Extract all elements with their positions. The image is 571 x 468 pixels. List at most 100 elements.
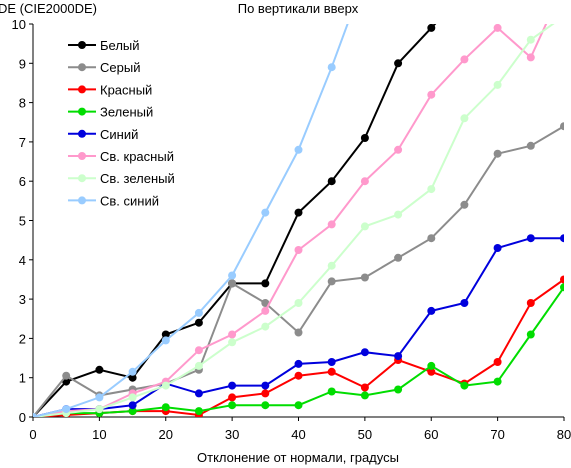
data-point: [560, 12, 568, 20]
data-point: [228, 271, 237, 280]
legend-item: Красный: [68, 82, 152, 97]
data-point: [261, 401, 270, 410]
data-point: [493, 149, 502, 158]
legend-label: Зеленый: [100, 105, 153, 120]
data-point: [228, 401, 237, 410]
data-point: [261, 208, 270, 217]
legend-item: Св. зеленый: [68, 171, 175, 186]
data-point: [427, 306, 436, 315]
y-tick-label: 2: [19, 331, 26, 346]
data-point: [128, 367, 137, 376]
data-point: [394, 352, 403, 361]
legend-label: Св. синий: [100, 193, 159, 208]
x-axis-label: Отклонение от нормали, градусы: [197, 450, 399, 465]
data-point: [327, 63, 336, 72]
data-point: [128, 373, 137, 382]
data-point: [560, 234, 564, 243]
data-point: [161, 403, 170, 412]
legend-swatch-marker: [78, 85, 86, 94]
data-point: [194, 407, 203, 416]
data-point: [493, 80, 502, 89]
data-point: [493, 358, 502, 366]
data-point: [294, 145, 303, 154]
x-tick-label: 80: [557, 427, 571, 442]
data-point: [427, 234, 436, 243]
data-point: [294, 208, 303, 217]
data-point: [327, 358, 336, 366]
x-tick-label: 10: [92, 427, 106, 442]
data-point: [460, 200, 469, 209]
series-белый: [33, 24, 437, 417]
data-point: [327, 367, 336, 376]
data-point: [360, 222, 369, 231]
legend-label: Красный: [100, 82, 152, 97]
data-point: [526, 299, 535, 307]
data-point: [161, 330, 170, 339]
y-tick-label: 3: [19, 292, 26, 307]
data-point: [427, 185, 436, 194]
data-point: [360, 383, 369, 392]
series-св-зеленый: [33, 12, 568, 417]
data-point: [161, 381, 170, 390]
data-point: [228, 393, 237, 402]
data-point: [493, 377, 502, 386]
data-point: [62, 371, 71, 380]
y-axis-label: DE (CIE2000DE): [0, 1, 97, 16]
series-layer: [33, 12, 568, 417]
data-point: [427, 24, 436, 32]
axes: 0 1 2 3 4 5 6 7 8 9 10 0 10 20 30 40 50 60 70 80: [12, 17, 571, 442]
legend-swatch-marker: [78, 63, 86, 72]
x-tick-label: 20: [159, 427, 173, 442]
data-point: [228, 330, 237, 339]
series-line: [33, 24, 349, 417]
data-point: [394, 210, 403, 219]
data-point: [526, 330, 535, 339]
data-point: [194, 361, 203, 370]
y-tick-label: 7: [19, 135, 26, 150]
series-св-синий: [33, 24, 349, 417]
data-point: [560, 122, 564, 131]
data-point: [360, 391, 369, 400]
data-point: [261, 389, 270, 398]
legend-item: Св. синий: [68, 193, 159, 208]
data-point: [228, 279, 237, 288]
chart-title: По вертикали вверх: [238, 1, 359, 16]
data-point: [394, 59, 403, 68]
legend-swatch-marker: [78, 152, 86, 160]
data-point: [526, 141, 535, 150]
data-point: [261, 306, 270, 315]
data-point: [427, 367, 436, 376]
data-point: [261, 299, 270, 307]
legend-item: Св. красный: [68, 149, 174, 164]
data-point: [194, 308, 203, 317]
data-point: [460, 299, 469, 307]
legend-item: Синий: [68, 127, 138, 142]
data-point: [33, 413, 37, 417]
x-tick-label: 70: [490, 427, 504, 442]
data-point: [394, 145, 403, 154]
data-point: [294, 299, 303, 307]
legend-item: Зеленый: [68, 105, 153, 120]
data-point: [327, 261, 336, 270]
data-point: [294, 401, 303, 410]
data-point: [493, 24, 502, 32]
y-tick-label: 6: [19, 174, 26, 189]
series-синий: [33, 234, 564, 417]
legend-item: Белый: [68, 38, 140, 53]
data-point: [560, 275, 564, 284]
x-tick-label: 30: [225, 427, 239, 442]
data-point: [294, 246, 303, 254]
data-point: [327, 177, 336, 186]
x-tick-label: 0: [29, 427, 36, 442]
legend-item: Серый: [68, 60, 140, 75]
data-point: [526, 35, 535, 44]
data-point: [128, 407, 137, 416]
data-point: [327, 220, 336, 229]
data-point: [427, 361, 436, 370]
legend-swatch-marker: [78, 107, 86, 116]
data-point: [228, 381, 237, 390]
data-point: [95, 365, 104, 374]
legend: Белый Серый Красный Зеленый Синий Св. красный…: [68, 38, 175, 208]
data-point: [95, 405, 104, 414]
